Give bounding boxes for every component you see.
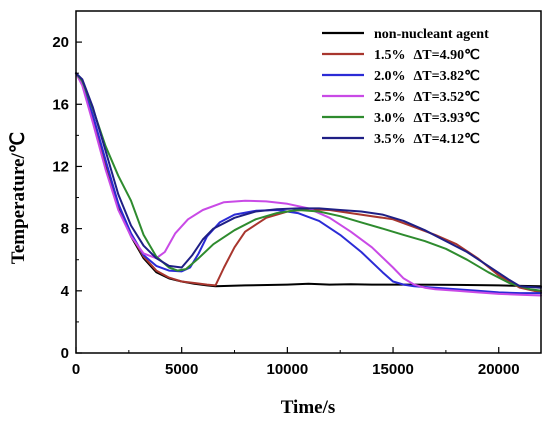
series-line-5 [75, 72, 542, 289]
y-axis-label: Temperature/℃ [8, 132, 29, 264]
legend-entry: 2.0% ΔT=3.82℃ [374, 69, 480, 84]
legend-delta-t-value: =4.12℃ [432, 132, 480, 147]
legend-entry: 3.0% ΔT=3.93℃ [374, 111, 480, 126]
y-tick-label: 4 [61, 283, 70, 300]
series-line-4 [75, 72, 542, 292]
plot-lines [75, 72, 542, 297]
series-line-3 [75, 72, 542, 297]
y-tick-label: 0 [61, 345, 69, 362]
legend-delta-t: ΔT [414, 111, 433, 126]
legend-series-name: 3.0% [374, 111, 406, 126]
x-tick-label: 15000 [372, 361, 414, 378]
x-axis-ticks: 0 5000 10000 15000 20000 [72, 347, 520, 378]
x-axis-label: Time/s [281, 397, 336, 418]
legend-entry: 2.5% ΔT=3.52℃ [374, 90, 480, 105]
x-tick-label: 20000 [478, 361, 520, 378]
legend-delta-t-value: =4.90℃ [432, 48, 480, 63]
legend-delta-t-value: =3.52℃ [432, 90, 480, 105]
legend-series-name: non-nucleant agent [374, 27, 489, 42]
x-tick-label: 0 [72, 361, 80, 378]
legend-entry: 3.5% ΔT=4.12℃ [374, 132, 480, 147]
legend-delta-t: ΔT [414, 48, 433, 63]
y-axis-ticks: 0 4 8 12 16 20 [52, 34, 82, 362]
legend-series-name: 1.5% [374, 48, 406, 63]
legend-series-name: 2.0% [374, 69, 406, 84]
legend-series-name: 2.5% [374, 90, 406, 105]
plot-frame [75, 10, 542, 354]
legend-delta-t: ΔT [414, 132, 433, 147]
x-tick-label: 10000 [267, 361, 309, 378]
series-line-1 [75, 72, 542, 294]
y-tick-label: 12 [52, 158, 69, 175]
legend-entry: 1.5% ΔT=4.90℃ [374, 48, 480, 63]
legend-series-name: 3.5% [374, 132, 406, 147]
legend-delta-t-value: =3.82℃ [432, 69, 480, 84]
x-tick-label: 5000 [165, 361, 198, 378]
y-tick-label: 16 [52, 96, 69, 113]
y-tick-label: 8 [61, 221, 69, 238]
legend-entry: non-nucleant agent [374, 27, 489, 42]
legend-delta-t: ΔT [414, 90, 433, 105]
legend-delta-t-value: =3.93℃ [432, 111, 480, 126]
legend-delta-t: ΔT [414, 69, 433, 84]
y-tick-label: 20 [52, 34, 69, 51]
